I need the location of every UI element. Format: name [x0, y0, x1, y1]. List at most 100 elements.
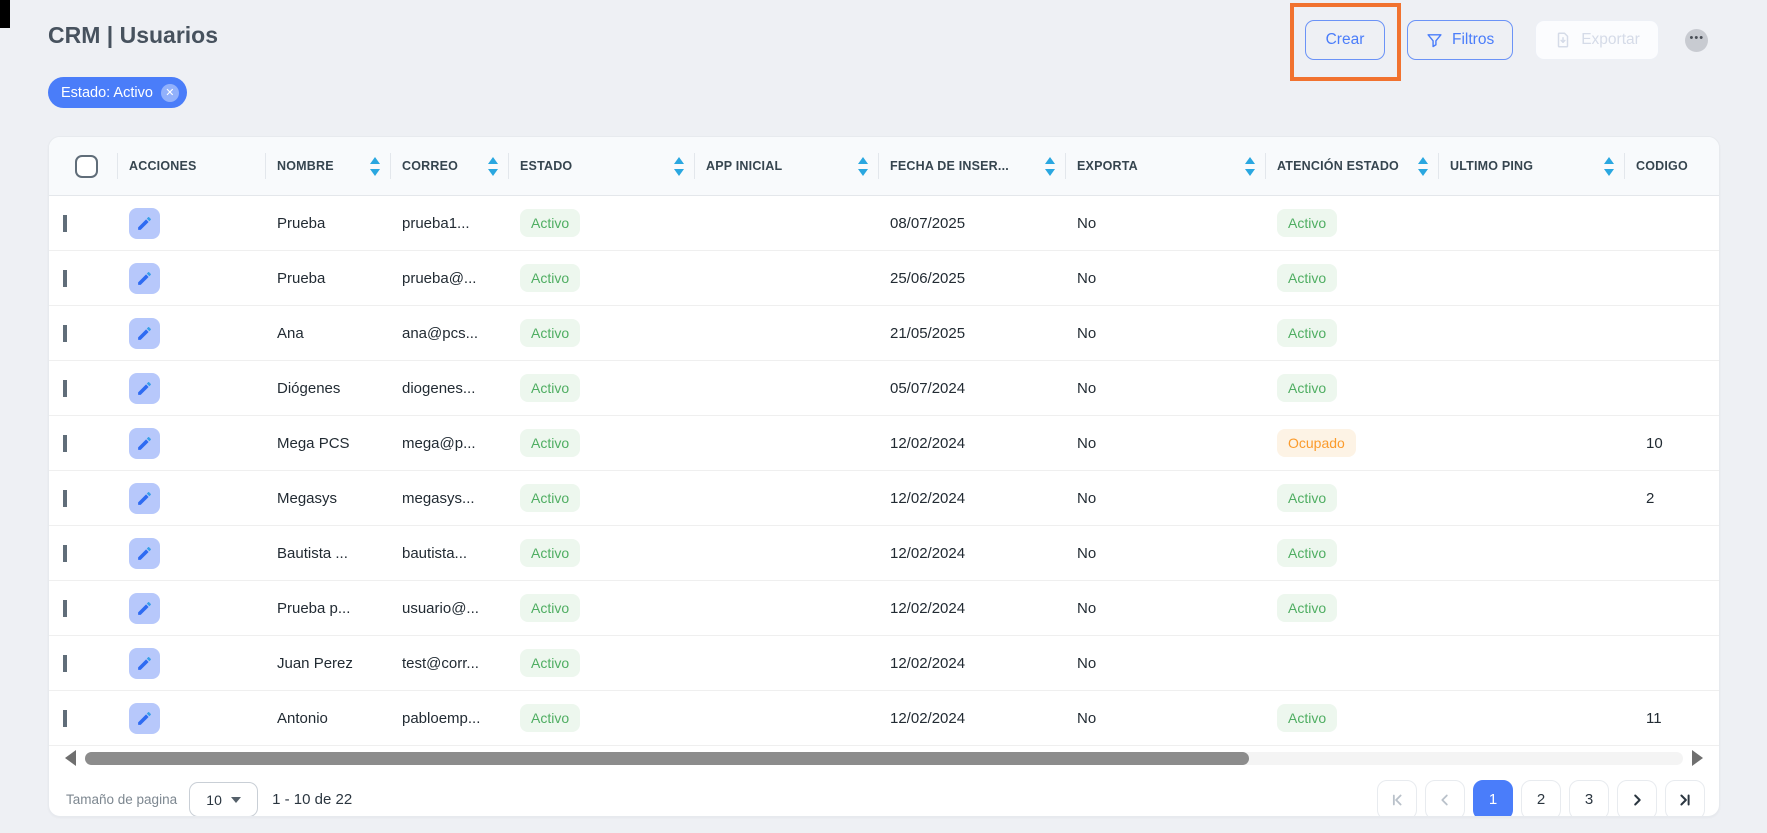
- select-all-checkbox[interactable]: [75, 154, 98, 178]
- page-button-2[interactable]: 2: [1521, 779, 1561, 816]
- row-checkbox[interactable]: [63, 599, 67, 617]
- page-size-select[interactable]: 10: [189, 782, 259, 816]
- column-header-app-inicial[interactable]: APP INICIAL: [694, 137, 878, 195]
- cell-correo: megasys...: [402, 489, 475, 507]
- edit-user-button[interactable]: [129, 317, 160, 349]
- edit-user-button[interactable]: [129, 482, 160, 514]
- cell-estado: Activo: [508, 264, 694, 292]
- create-button[interactable]: Crear: [1305, 20, 1385, 60]
- row-checkbox[interactable]: [63, 324, 67, 342]
- cell-correo: diogenes...: [402, 379, 476, 397]
- cell-estado: Activo: [508, 704, 694, 732]
- attention-status-badge: Activo: [1277, 704, 1338, 732]
- edit-user-button[interactable]: [129, 372, 160, 404]
- attention-status-badge: Activo: [1277, 264, 1338, 292]
- last-page-button[interactable]: [1665, 779, 1705, 816]
- page-title: CRM | Usuarios: [48, 22, 219, 48]
- sort-desc-icon[interactable]: [370, 168, 380, 176]
- sort-desc-icon[interactable]: [674, 168, 684, 176]
- column-header-ultimo-ping[interactable]: ULTIMO PING: [1438, 137, 1624, 195]
- page-size-label: Tamaño de pagina: [66, 792, 178, 807]
- sort-desc-icon[interactable]: [488, 168, 498, 176]
- column-header-nombre[interactable]: NOMBRE: [265, 137, 390, 195]
- column-header-codigo[interactable]: CODIGO: [1624, 137, 1719, 195]
- row-checkbox[interactable]: [63, 434, 67, 452]
- sort-desc-icon[interactable]: [858, 168, 868, 176]
- column-header-estado[interactable]: ESTADO: [508, 137, 694, 195]
- export-button[interactable]: Exportar: [1535, 20, 1659, 60]
- edit-user-button[interactable]: [129, 702, 160, 734]
- sort-asc-icon[interactable]: [488, 156, 498, 164]
- cell-exporta: No: [1077, 214, 1097, 232]
- sort-arrows: [488, 156, 498, 176]
- pagination-controls: 1 2 3: [1377, 779, 1705, 816]
- cell-exporta: No: [1077, 654, 1097, 672]
- row-select-cell: [49, 654, 117, 672]
- sort-asc-icon[interactable]: [1045, 156, 1055, 164]
- page-size-value: 10: [206, 791, 222, 808]
- sort-arrows: [1045, 156, 1055, 176]
- sort-asc-icon[interactable]: [858, 156, 868, 164]
- sort-desc-icon[interactable]: [1604, 168, 1614, 176]
- table-row: Ana ana@pcs... Activo 21/05/2025 No Acti…: [49, 306, 1719, 361]
- cell-nombre: Megasys: [277, 489, 338, 507]
- close-circle-icon[interactable]: ✕: [160, 83, 179, 102]
- first-page-button[interactable]: [1377, 779, 1417, 816]
- sort-asc-icon[interactable]: [674, 156, 684, 164]
- sort-asc-icon[interactable]: [1245, 156, 1255, 164]
- edit-user-button[interactable]: [129, 207, 160, 239]
- pencil-icon: [138, 656, 151, 670]
- row-checkbox[interactable]: [63, 654, 67, 672]
- row-checkbox[interactable]: [63, 489, 67, 507]
- table-row: Mega PCS mega@p... Activo 12/02/2024 No …: [49, 416, 1719, 471]
- page-button-1[interactable]: 1: [1473, 779, 1513, 816]
- export-button-label: Exportar: [1581, 31, 1640, 48]
- column-header-exporta[interactable]: EXPORTA: [1065, 137, 1265, 195]
- column-header-atencion-estado[interactable]: ATENCIÓN ESTADO: [1265, 137, 1438, 195]
- row-select-cell: [49, 599, 117, 617]
- scrollbar-thumb[interactable]: [85, 752, 1249, 765]
- sort-asc-icon[interactable]: [1418, 156, 1428, 164]
- cell-exporta: No: [1077, 709, 1097, 727]
- page-size-group: Tamaño de pagina 10 1 - 10 de 22: [66, 782, 352, 816]
- edit-user-button[interactable]: [129, 537, 160, 569]
- page-button-3[interactable]: 3: [1569, 779, 1609, 816]
- last-page-icon: [1680, 794, 1690, 805]
- edit-user-button[interactable]: [129, 427, 160, 459]
- scroll-right-arrow-icon[interactable]: [1692, 750, 1703, 766]
- cell-fecha-insercion: 12/02/2024: [890, 434, 966, 452]
- edit-user-button[interactable]: [129, 592, 160, 624]
- edit-user-button[interactable]: [129, 262, 160, 294]
- table-row: Prueba p... usuario@... Activo 12/02/202…: [49, 581, 1719, 636]
- sort-asc-icon[interactable]: [1604, 156, 1614, 164]
- status-badge: Activo: [520, 264, 581, 292]
- pencil-icon: [138, 326, 151, 340]
- cell-nombre: Prueba p...: [277, 599, 351, 617]
- status-badge: Activo: [520, 484, 581, 512]
- column-header-correo[interactable]: CORREO: [390, 137, 508, 195]
- sort-asc-icon[interactable]: [370, 156, 380, 164]
- filter-chip-estado-activo[interactable]: Estado: Activo ✕: [48, 77, 187, 108]
- row-checkbox[interactable]: [63, 709, 67, 727]
- row-checkbox[interactable]: [63, 269, 67, 287]
- cell-fecha-insercion: 05/07/2024: [890, 379, 966, 397]
- sort-desc-icon[interactable]: [1418, 168, 1428, 176]
- row-checkbox[interactable]: [63, 544, 67, 562]
- cell-correo: pabloemp...: [402, 709, 481, 727]
- row-checkbox[interactable]: [63, 214, 67, 232]
- cell-nombre: Prueba: [277, 214, 326, 232]
- edit-user-button[interactable]: [129, 647, 160, 679]
- more-options-button[interactable]: •••: [1684, 28, 1708, 52]
- cell-correo: ana@pcs...: [402, 324, 479, 342]
- prev-page-button[interactable]: [1425, 779, 1465, 816]
- filters-button[interactable]: Filtros: [1407, 20, 1514, 60]
- next-page-button[interactable]: [1617, 779, 1657, 816]
- sort-desc-icon[interactable]: [1045, 168, 1055, 176]
- cell-correo: bautista...: [402, 544, 468, 562]
- attention-status-badge: Activo: [1277, 319, 1338, 347]
- scroll-left-arrow-icon[interactable]: [65, 750, 76, 766]
- row-checkbox[interactable]: [63, 379, 67, 397]
- sort-desc-icon[interactable]: [1245, 168, 1255, 176]
- status-badge: Activo: [520, 649, 581, 677]
- column-header-fecha-de-insercion[interactable]: FECHA DE INSER...: [878, 137, 1065, 195]
